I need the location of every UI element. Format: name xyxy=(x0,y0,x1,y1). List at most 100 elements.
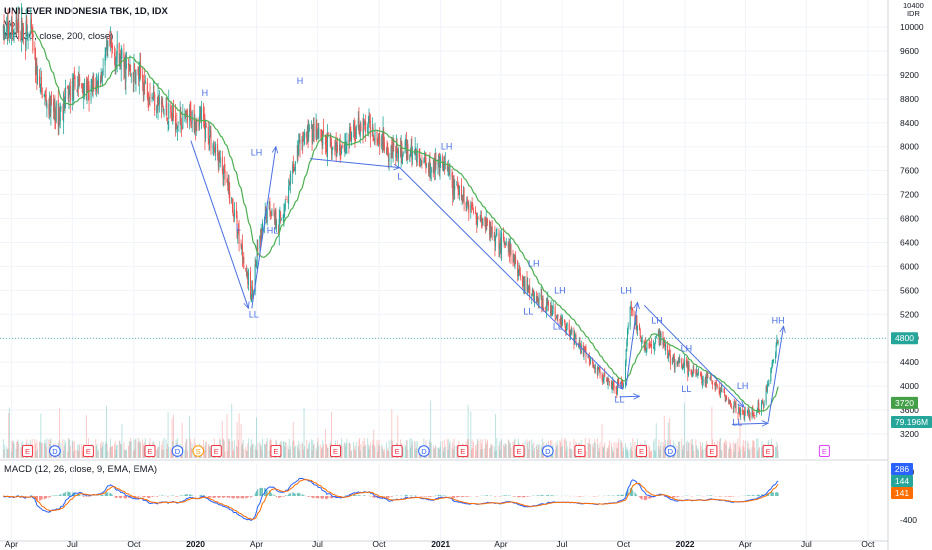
event-badge[interactable]: E xyxy=(513,445,525,457)
macd-histogram-bar xyxy=(612,495,614,496)
candle-body xyxy=(756,408,758,412)
macd-histogram-bar xyxy=(523,496,525,498)
volume-bar xyxy=(452,449,454,458)
volume-bar xyxy=(588,442,590,458)
event-badge[interactable]: D xyxy=(664,445,677,457)
macd-histogram-bar xyxy=(315,496,317,498)
candle-body xyxy=(509,242,511,258)
volume-bar xyxy=(243,449,245,458)
volume-bar xyxy=(554,449,556,458)
event-badge[interactable]: E xyxy=(457,445,469,457)
candle-body xyxy=(379,136,381,147)
volume-bar xyxy=(297,447,299,458)
candle-body xyxy=(336,142,338,156)
macd-histogram-bar xyxy=(749,495,751,496)
macd-histogram-bar xyxy=(34,496,36,498)
candle-body xyxy=(570,330,572,333)
volume-label-box xyxy=(891,416,932,428)
macd-histogram-bar xyxy=(626,489,628,496)
earnings-marker xyxy=(391,445,403,457)
volume-bar xyxy=(241,443,243,458)
candle-body xyxy=(770,370,772,382)
volume-bar xyxy=(416,441,418,458)
candle-body xyxy=(489,221,491,236)
macd-histogram-bar xyxy=(760,494,762,496)
event-badge[interactable]: E xyxy=(330,445,342,457)
macd-histogram-bar xyxy=(660,495,662,496)
event-badge[interactable]: E xyxy=(21,445,33,457)
event-badge[interactable]: E xyxy=(818,445,830,457)
volume-bar xyxy=(355,441,357,458)
volume-bar xyxy=(13,443,15,458)
ma-legend[interactable]: MA (30, close, 200, close) xyxy=(4,31,114,42)
event-badge[interactable]: E xyxy=(391,445,403,457)
event-badge[interactable]: E xyxy=(636,445,648,457)
candle-body xyxy=(507,242,509,248)
event-badge[interactable]: D xyxy=(49,445,61,457)
candle-body xyxy=(494,234,496,246)
event-badge[interactable]: E xyxy=(762,445,774,457)
event-badge[interactable]: E xyxy=(270,445,282,457)
volume-bar xyxy=(205,441,207,458)
macd-histogram-bar xyxy=(219,496,221,498)
candle-body xyxy=(397,151,399,161)
candle-body xyxy=(53,109,55,111)
candle-body xyxy=(201,108,203,121)
volume-legend[interactable]: Vol xyxy=(4,19,18,30)
volume-bar xyxy=(594,442,596,458)
candle-body xyxy=(151,95,153,99)
candle-body xyxy=(777,343,779,345)
volume-bar xyxy=(189,438,191,458)
volume-bar xyxy=(302,449,304,458)
event-badge[interactable]: D xyxy=(542,445,554,457)
macd-histogram-bar xyxy=(308,496,310,497)
macd-legend[interactable]: MACD (12, 26, close, 9, EMA, EMA) xyxy=(4,464,158,475)
event-badge[interactable]: D xyxy=(418,445,430,457)
volume-bar xyxy=(735,442,737,458)
event-badge[interactable]: E xyxy=(82,445,94,457)
event-badge[interactable]: E xyxy=(144,445,156,457)
macd-histogram-bar xyxy=(232,496,234,499)
candle-body xyxy=(748,411,750,417)
event-type-label: E xyxy=(395,447,400,456)
macd-histogram-bar xyxy=(260,488,262,496)
volume-bar xyxy=(484,448,486,458)
volume-bar xyxy=(324,429,326,458)
candle-body xyxy=(395,142,397,158)
macd-histogram-bar xyxy=(486,495,488,496)
trend-arrow xyxy=(625,302,637,387)
candle-body xyxy=(156,106,158,113)
candle-body xyxy=(334,145,336,150)
candle-body xyxy=(620,380,622,384)
volume-bar xyxy=(292,441,294,458)
volume-bar xyxy=(696,449,698,458)
event-badge[interactable]: E xyxy=(706,445,718,457)
candle-body xyxy=(707,375,709,378)
event-badge[interactable]: E xyxy=(210,445,222,457)
volume-bar xyxy=(6,449,8,458)
volume-bar xyxy=(359,438,361,458)
candle-body xyxy=(246,271,248,275)
macd-histogram-bar xyxy=(282,496,284,497)
macd-histogram-bar xyxy=(302,495,304,496)
volume-bar xyxy=(133,439,135,458)
candle-body xyxy=(504,241,506,246)
event-badge[interactable]: S xyxy=(192,445,205,457)
volume-bar xyxy=(681,438,683,458)
macd-histogram-bar xyxy=(457,496,459,498)
macd-histogram-bar xyxy=(279,496,281,498)
macd-histogram-bar xyxy=(64,492,66,496)
macd-histogram-bar xyxy=(746,495,748,496)
volume-bar xyxy=(78,445,80,458)
candle-body xyxy=(765,387,767,404)
macd-histogram-bar xyxy=(499,496,501,497)
candle-body xyxy=(49,96,51,116)
candle-body xyxy=(162,103,164,108)
macd-histogram-bar xyxy=(130,496,132,498)
event-badge[interactable]: D xyxy=(171,445,184,457)
macd-histogram-bar xyxy=(213,496,215,498)
candle-body xyxy=(712,381,714,385)
event-badge[interactable]: E xyxy=(574,445,586,457)
